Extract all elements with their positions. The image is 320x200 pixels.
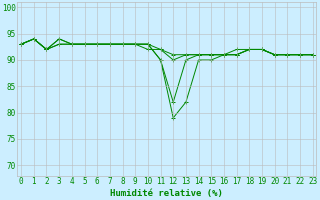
X-axis label: Humidité relative (%): Humidité relative (%) (110, 189, 223, 198)
